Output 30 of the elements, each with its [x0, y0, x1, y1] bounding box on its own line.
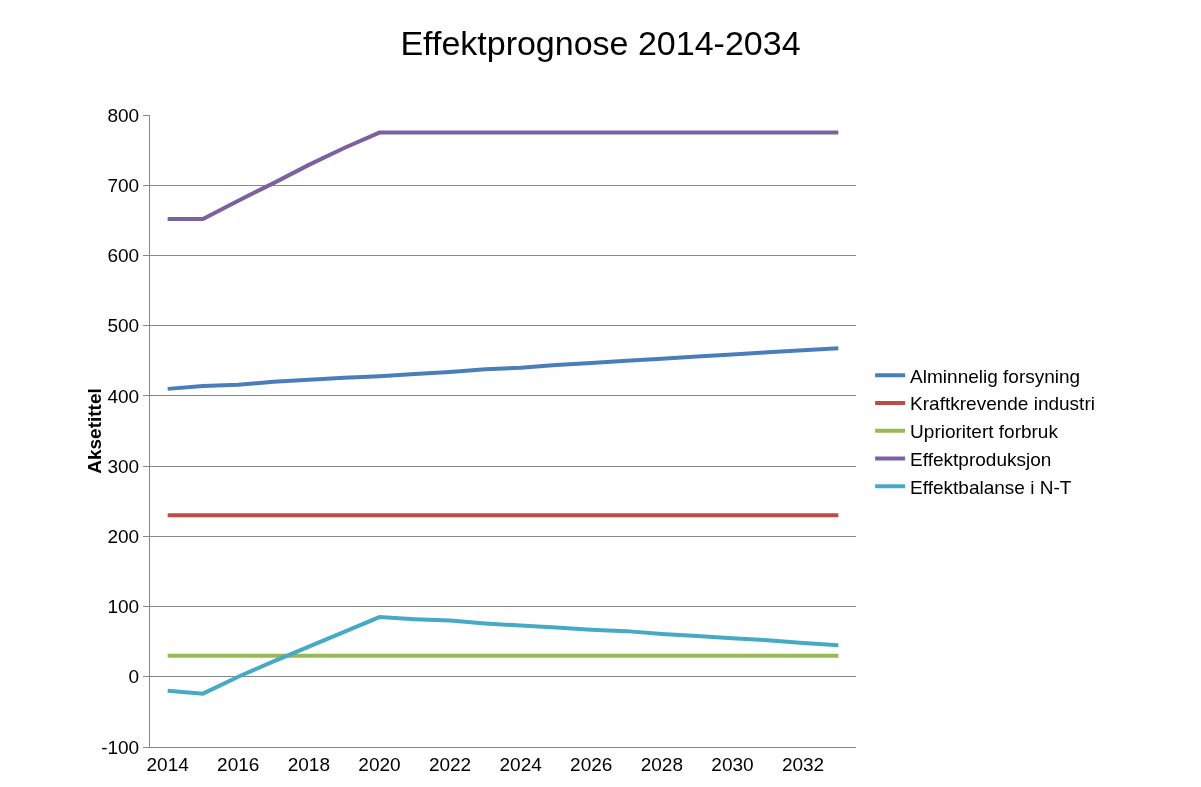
y-tick-label: 700 — [107, 174, 140, 196]
x-tick-label: 2018 — [287, 753, 330, 775]
legend-label: Effektbalanse i N-T — [910, 476, 1072, 498]
y-tick-label: 100 — [107, 596, 140, 618]
x-tick-label: 2028 — [640, 753, 683, 775]
line-series — [165, 130, 841, 221]
y-tick-label: 300 — [107, 455, 140, 477]
x-tick-label: 2032 — [781, 753, 825, 775]
legend-label: Uprioritert forbruk — [910, 421, 1059, 443]
y-tick-label: 400 — [107, 385, 140, 407]
x-tick-label: 2026 — [570, 753, 613, 775]
legend-label: Kraftkrevende industri — [910, 393, 1095, 415]
x-tick-label: 2020 — [358, 753, 401, 775]
line-series — [165, 346, 841, 391]
x-tick-label: 2024 — [499, 753, 543, 775]
y-tick-label: -100 — [101, 736, 140, 758]
y-axis-title: Aksetittel — [84, 388, 106, 474]
chart-title: Effektprognose 2014-2034 — [400, 24, 801, 63]
x-tick-label: 2022 — [428, 753, 472, 775]
y-tick-label: 0 — [128, 666, 140, 688]
y-tick-label: 500 — [107, 315, 140, 337]
x-tick-label: 2016 — [217, 753, 260, 775]
legend-label: Effektproduksjon — [910, 448, 1052, 470]
y-tick-label: 800 — [107, 104, 140, 126]
y-tick-label: 600 — [107, 245, 140, 267]
x-tick-label: 2014 — [146, 753, 190, 775]
x-tick-label: 2030 — [711, 753, 754, 775]
y-tick-label: 200 — [107, 525, 140, 547]
legend-label: Alminnelig forsyning — [910, 365, 1081, 387]
line-series — [165, 615, 841, 696]
